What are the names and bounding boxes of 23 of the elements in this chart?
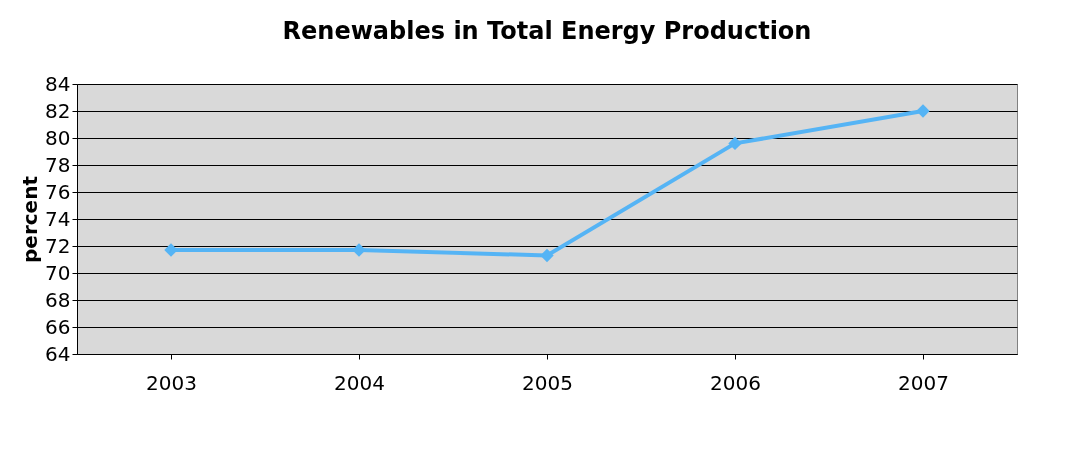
y-tick-label: 76 (45, 179, 71, 204)
x-tick-label: 2007 (898, 370, 949, 395)
y-axis-title: percent (18, 175, 43, 263)
y-tick-label: 70 (45, 260, 71, 285)
y-tick-label: 82 (45, 98, 71, 123)
x-tick-label: 2004 (334, 370, 385, 395)
y-tick-label: 68 (45, 287, 71, 312)
y-tick-label: 64 (45, 341, 71, 366)
point (540, 248, 554, 263)
x-tick-label: 2003 (146, 370, 197, 395)
chart-title: Renewables in Total Energy Production (282, 17, 812, 45)
y-tick-label: 66 (45, 314, 71, 339)
point (352, 243, 366, 257)
point (164, 243, 178, 257)
x-tick-label: 2006 (710, 370, 761, 395)
y-tick-label: 84 (45, 71, 71, 96)
point (916, 104, 930, 118)
y-tick-label: 80 (45, 125, 71, 150)
y-tick-label: 74 (45, 206, 71, 231)
y-tick-label: 78 (45, 152, 71, 177)
x-tick-label: 2005 (522, 370, 573, 395)
y-tick-label: 72 (45, 233, 71, 258)
point (728, 136, 742, 151)
